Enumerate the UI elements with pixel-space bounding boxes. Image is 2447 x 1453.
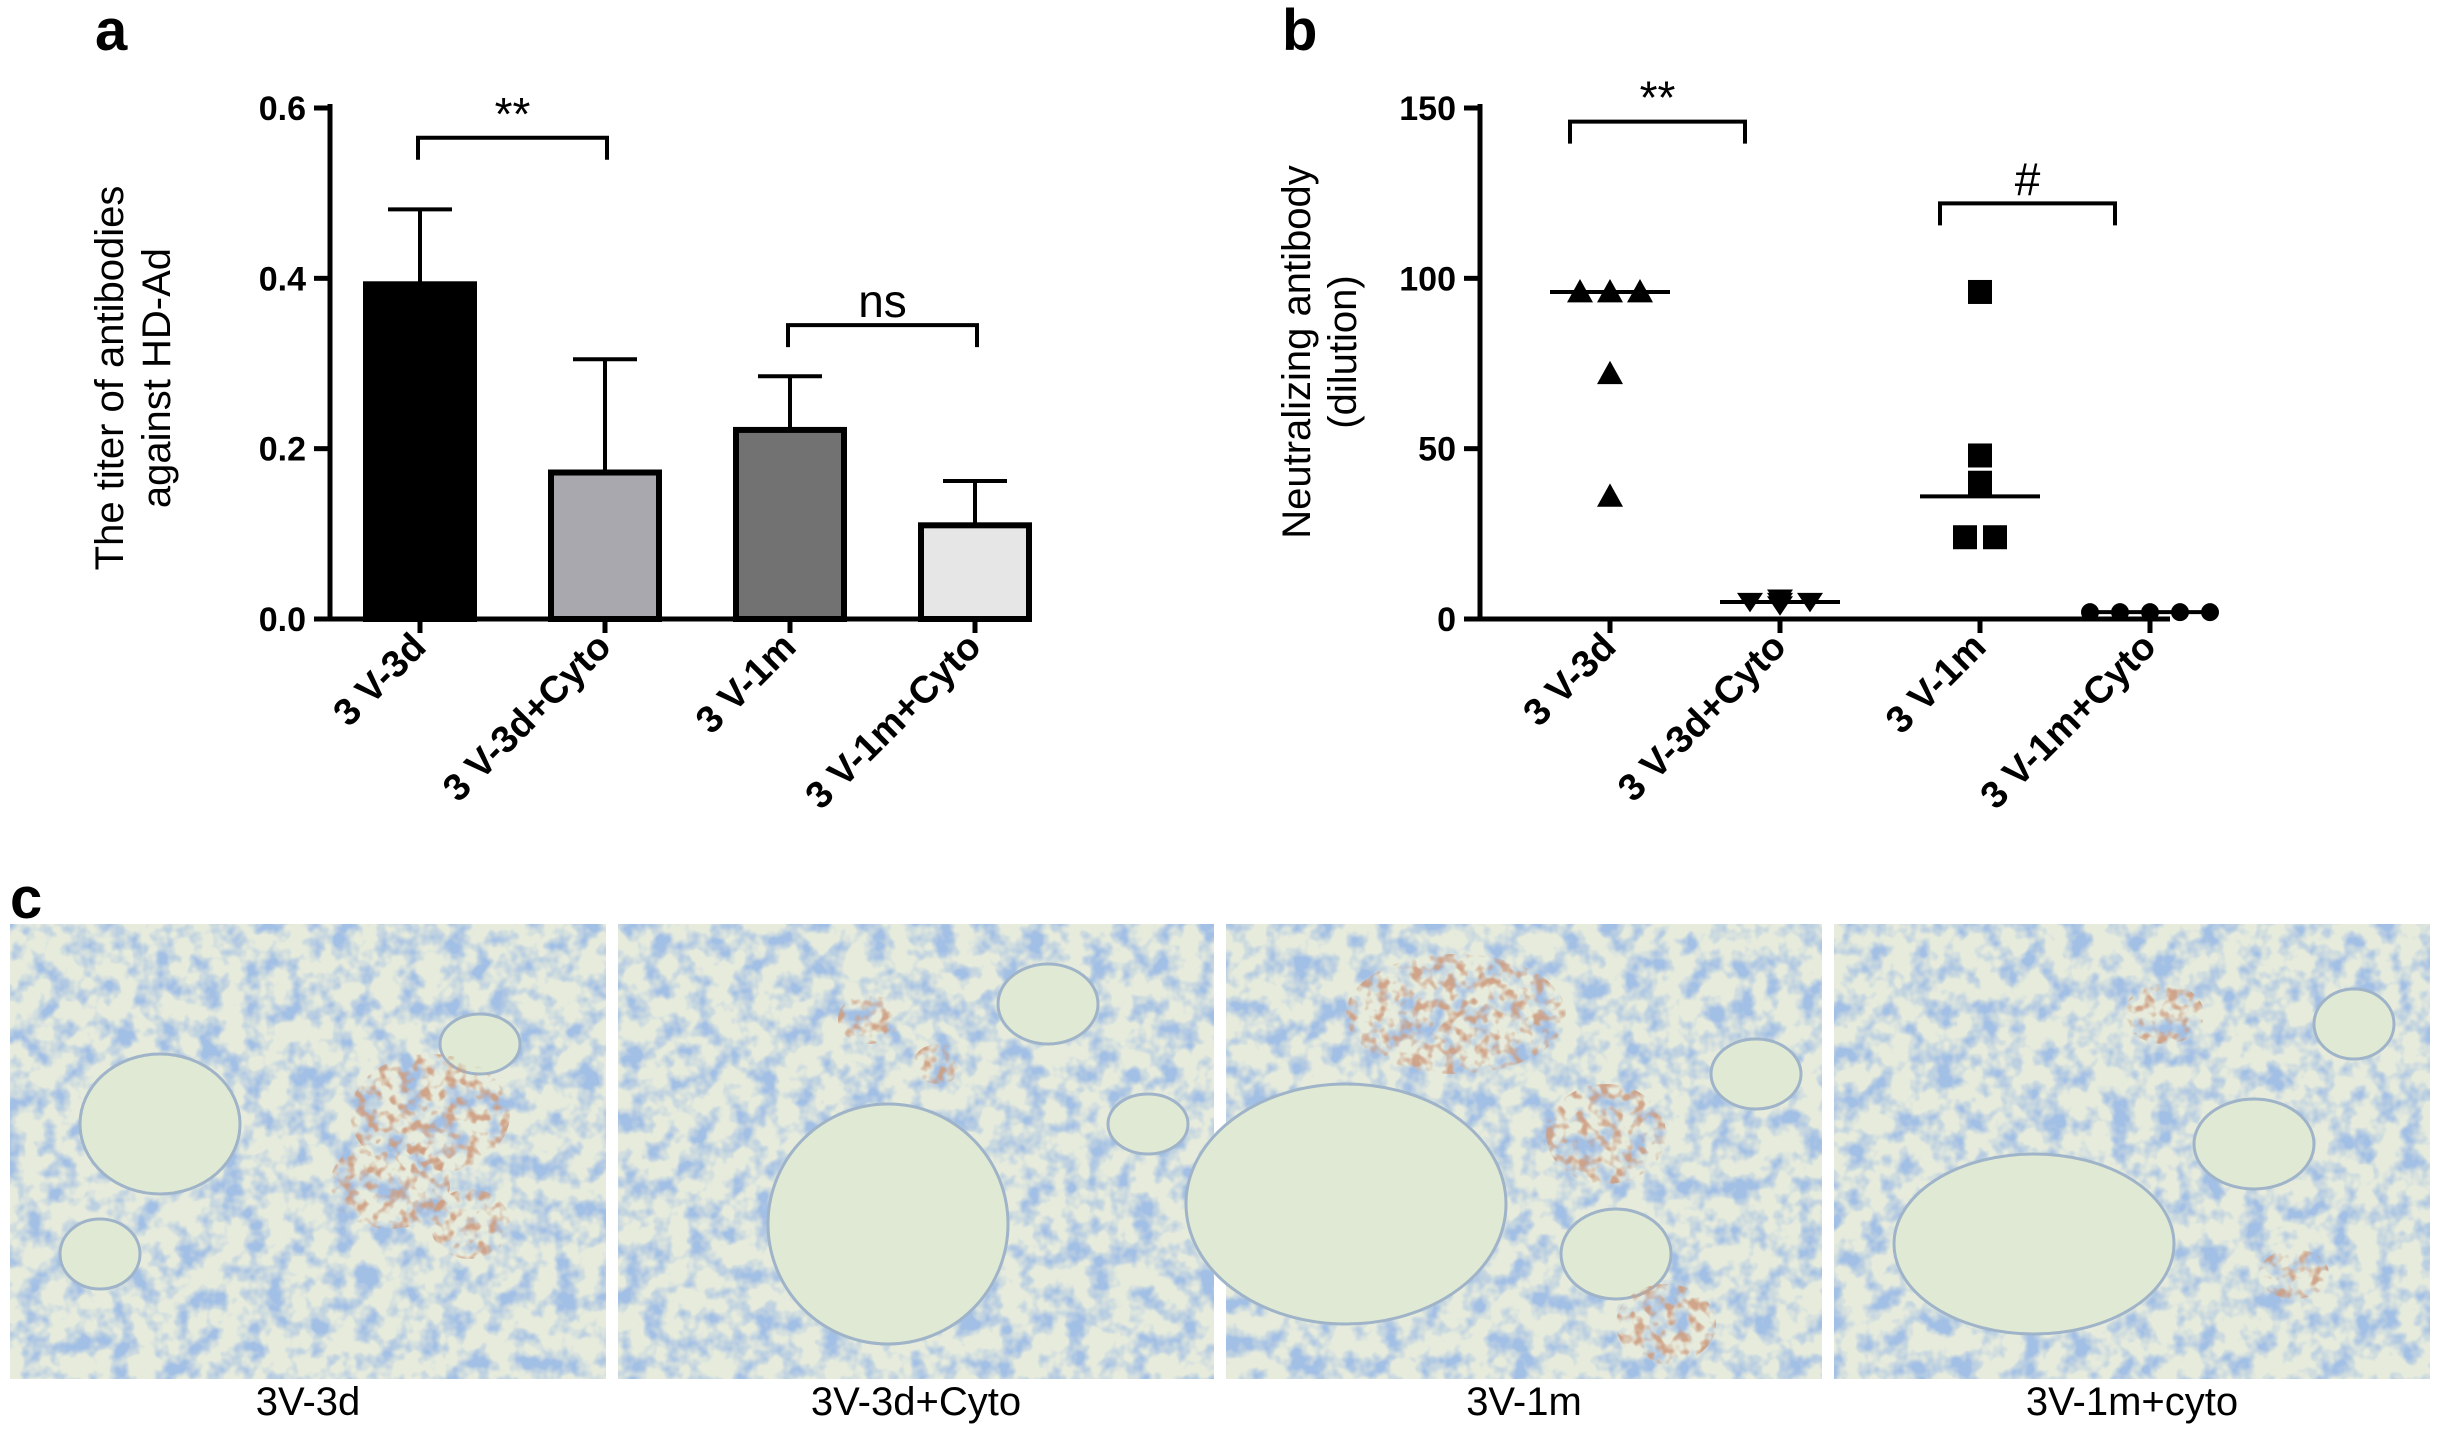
chart-b-point xyxy=(1968,470,1992,495)
micrograph-stain-region xyxy=(913,1044,963,1084)
micrograph-image xyxy=(618,924,1214,1379)
chart-a-ytick-label: 0.4 xyxy=(259,260,306,298)
chart-a-significance-label: ns xyxy=(858,275,907,327)
chart-a-category-label: 3 V-1m xyxy=(688,626,804,742)
chart-a-ylabel-line1: The titer of antibodies xyxy=(88,186,132,571)
chart-b-category-label: 3 V-1m+Cyto xyxy=(1973,626,2165,818)
micrograph-caption: 3V-3d xyxy=(256,1380,361,1424)
chart-a-bar xyxy=(918,522,1032,622)
chart-b-ylabel-line1: Neutralizing antibody xyxy=(1275,165,1319,539)
micrograph-alveolar-space xyxy=(1559,1207,1673,1301)
micrograph-alveolar-space xyxy=(996,962,1100,1046)
micrograph-stain-region xyxy=(330,1139,450,1229)
micrograph-stain-region xyxy=(1346,954,1566,1074)
chart-a-ytick-label: 0.0 xyxy=(259,601,306,639)
micrograph-alveolar-space xyxy=(2192,1097,2316,1191)
micrograph-alveolar-space xyxy=(1184,1082,1508,1326)
chart-b-significance-label: ** xyxy=(1640,72,1676,124)
chart-b-point xyxy=(1968,279,1992,304)
micrograph-row: 3V-3d 3V-3d+Cyto 3V-1m 3V-1m+cyto xyxy=(10,924,2430,1424)
micrograph-image xyxy=(10,924,606,1379)
chart-a-ylabel-line2: against HD-Ad xyxy=(135,248,179,508)
micrograph-image xyxy=(1834,924,2430,1379)
chart-a-category-label: 3 V-3d xyxy=(326,626,435,735)
chart-a-bar xyxy=(733,426,847,622)
chart-b-significance-bracket xyxy=(1938,201,2117,226)
micrograph-alveolar-space xyxy=(78,1052,242,1196)
micrograph-alveolar-space xyxy=(58,1217,142,1291)
micrograph-stain-region xyxy=(2259,1249,2329,1299)
chart-b-point xyxy=(1767,596,1793,616)
chart-a-significance-bracket xyxy=(786,323,979,348)
micrograph-alveolar-space xyxy=(1709,1037,1803,1111)
chart-b-category-label: 3 V-3d xyxy=(1516,626,1625,735)
micrograph-stain-region xyxy=(1546,1084,1666,1184)
micrograph-alveolar-space xyxy=(1106,1092,1190,1156)
micrograph-caption: 3V-3d+Cyto xyxy=(811,1380,1021,1424)
chart-b-point xyxy=(1953,525,1977,550)
micrograph-stain-region xyxy=(430,1189,510,1259)
micrograph-alveolar-space xyxy=(1892,1152,2176,1336)
micrograph-alveolar-space xyxy=(766,1102,1010,1346)
chart-b-category-label: 3 V-1m xyxy=(1878,626,1994,742)
micrograph-stain-region xyxy=(2124,984,2204,1044)
chart-b-significance-label: # xyxy=(2015,153,2041,205)
chart-b-ytick-label: 150 xyxy=(1399,90,1456,128)
chart-b-ytick-label: 100 xyxy=(1399,260,1456,298)
chart-a-ytick-label: 0.2 xyxy=(259,431,306,469)
micrograph-alveolar-space xyxy=(2312,987,2396,1061)
chart-a-category-label: 3 V-1m+Cyto xyxy=(798,626,990,818)
chart-a-significance-label: ** xyxy=(495,88,531,140)
chart-a-bar xyxy=(548,469,662,622)
chart-b-point xyxy=(1597,360,1623,385)
panel-label-c: c xyxy=(10,866,42,931)
panel-label-a: a xyxy=(95,0,128,63)
chart-a: The titer of antibodies against HD-Ad 0.… xyxy=(88,88,1032,818)
chart-b-point xyxy=(1983,525,2007,550)
micrograph-stain-region xyxy=(838,994,898,1044)
chart-b-point xyxy=(1968,443,1992,468)
chart-b-ytick-label: 0 xyxy=(1437,601,1456,639)
chart-a-significance-bracket xyxy=(416,135,609,160)
chart-a-category-label: 3 V-3d+Cyto xyxy=(435,626,619,810)
chart-b-point xyxy=(1597,483,1623,507)
chart-b-significance-bracket xyxy=(1568,119,1747,144)
micrograph-stain-region xyxy=(1616,1284,1716,1364)
micrograph-image xyxy=(1184,924,1822,1379)
chart-a-ytick-label: 0.6 xyxy=(259,90,306,128)
micrograph-caption: 3V-1m+cyto xyxy=(2026,1380,2238,1424)
micrograph-caption: 3V-1m xyxy=(1466,1380,1582,1424)
chart-a-bar xyxy=(363,281,477,622)
chart-b-category-label: 3 V-3d+Cyto xyxy=(1610,626,1794,810)
panel-label-b: b xyxy=(1282,0,1317,63)
chart-b: Neutralizing antibody (dilution) 0 50 100 1… xyxy=(1275,72,2219,818)
chart-b-ylabel-line2: (dilution) xyxy=(1321,275,1365,428)
chart-b-ytick-label: 50 xyxy=(1418,431,1456,469)
